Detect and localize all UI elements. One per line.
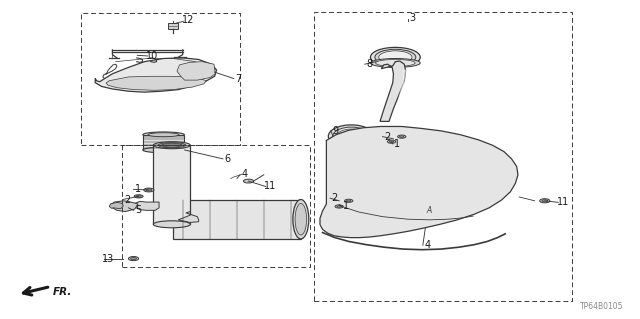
Text: TP64B0105: TP64B0105 [580, 302, 623, 311]
Polygon shape [168, 23, 178, 29]
Text: 10: 10 [146, 51, 158, 61]
Text: A: A [426, 206, 431, 215]
Text: 4: 4 [241, 169, 248, 179]
Polygon shape [109, 202, 124, 209]
Ellipse shape [328, 125, 374, 148]
Ellipse shape [129, 256, 139, 261]
Text: 2: 2 [384, 132, 390, 142]
Text: 1: 1 [342, 201, 349, 211]
Text: 9: 9 [332, 126, 339, 136]
Ellipse shape [335, 205, 343, 208]
Text: 7: 7 [235, 73, 241, 84]
Polygon shape [178, 211, 198, 222]
Ellipse shape [243, 179, 253, 183]
Polygon shape [173, 199, 301, 239]
Polygon shape [143, 135, 184, 150]
Ellipse shape [371, 48, 420, 67]
Ellipse shape [154, 142, 190, 149]
Polygon shape [320, 126, 518, 238]
Text: 2: 2 [124, 195, 131, 204]
Ellipse shape [542, 200, 548, 202]
Ellipse shape [293, 199, 309, 239]
Ellipse shape [146, 189, 152, 191]
Text: 6: 6 [225, 154, 230, 164]
Polygon shape [154, 145, 190, 224]
Text: FR.: FR. [53, 287, 72, 297]
Polygon shape [380, 61, 406, 122]
Ellipse shape [344, 199, 353, 202]
Text: 2: 2 [332, 193, 338, 203]
Ellipse shape [379, 51, 412, 63]
Ellipse shape [148, 133, 179, 137]
Ellipse shape [295, 204, 307, 235]
Polygon shape [111, 201, 138, 211]
Ellipse shape [371, 58, 420, 67]
Ellipse shape [158, 143, 186, 148]
Ellipse shape [397, 135, 406, 138]
Text: 11: 11 [264, 182, 276, 191]
Ellipse shape [399, 136, 404, 137]
Ellipse shape [162, 143, 182, 147]
Text: 8: 8 [366, 59, 372, 69]
Ellipse shape [134, 195, 143, 198]
Text: 5: 5 [135, 205, 141, 215]
Ellipse shape [143, 147, 184, 153]
Polygon shape [95, 58, 216, 92]
Text: 12: 12 [182, 15, 194, 26]
Text: 1: 1 [135, 184, 141, 194]
Text: 1: 1 [394, 139, 401, 149]
Ellipse shape [346, 200, 351, 202]
Polygon shape [106, 76, 206, 90]
Text: 4: 4 [424, 240, 430, 250]
Ellipse shape [333, 127, 370, 145]
Text: 11: 11 [557, 197, 569, 207]
Ellipse shape [376, 59, 415, 66]
Ellipse shape [337, 129, 366, 144]
Text: 3: 3 [410, 13, 415, 23]
Ellipse shape [144, 188, 154, 192]
Ellipse shape [131, 257, 136, 260]
Ellipse shape [387, 140, 396, 143]
Ellipse shape [136, 196, 141, 197]
Ellipse shape [375, 49, 416, 65]
Ellipse shape [540, 199, 550, 203]
Ellipse shape [154, 221, 190, 228]
Ellipse shape [143, 132, 184, 137]
Ellipse shape [337, 206, 341, 207]
Polygon shape [177, 62, 215, 80]
Polygon shape [135, 201, 159, 210]
Text: 13: 13 [102, 254, 114, 263]
Ellipse shape [389, 141, 394, 143]
